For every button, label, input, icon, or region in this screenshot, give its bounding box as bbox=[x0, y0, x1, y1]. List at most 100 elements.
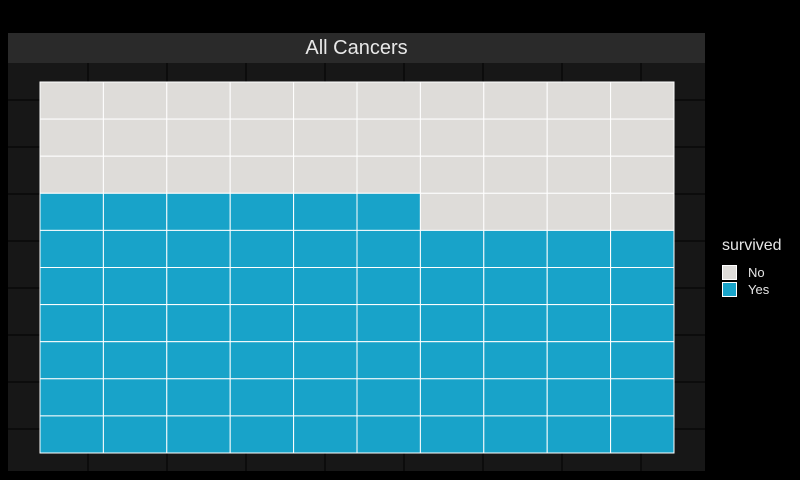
waffle-tile-yes bbox=[483, 304, 548, 343]
waffle-tile-no bbox=[229, 81, 295, 120]
waffle-tile-no bbox=[610, 81, 675, 120]
legend-swatch-no bbox=[722, 265, 737, 280]
waffle-tile-no bbox=[356, 118, 421, 157]
waffle-tile-no bbox=[419, 155, 485, 194]
waffle-tile-yes bbox=[356, 378, 421, 417]
waffle-tile-yes bbox=[293, 229, 358, 268]
waffle-tile-no bbox=[229, 155, 295, 194]
waffle-tile-no bbox=[356, 81, 421, 120]
waffle-tile-no bbox=[293, 81, 358, 120]
waffle-tile-yes bbox=[483, 415, 548, 454]
waffle-tile-yes bbox=[39, 378, 104, 417]
waffle-tile-no bbox=[293, 118, 358, 157]
waffle-tile-yes bbox=[293, 267, 358, 306]
waffle-tile-yes bbox=[419, 378, 485, 417]
waffle-tile-yes bbox=[546, 415, 612, 454]
waffle-tile-yes bbox=[166, 378, 231, 417]
waffle-tile-yes bbox=[39, 267, 104, 306]
chart-title: All Cancers bbox=[305, 37, 408, 59]
waffle-tile-yes bbox=[229, 267, 295, 306]
waffle-tile-no bbox=[102, 81, 168, 120]
waffle-tile-no bbox=[39, 118, 104, 157]
waffle-tile-no bbox=[419, 118, 485, 157]
waffle-tile-yes bbox=[419, 304, 485, 343]
waffle-tile-no bbox=[610, 192, 675, 231]
waffle-tile-yes bbox=[293, 341, 358, 380]
waffle-tile-yes bbox=[166, 304, 231, 343]
waffle-tile-yes bbox=[546, 304, 612, 343]
waffle-tile-yes bbox=[356, 304, 421, 343]
waffle-tile-no bbox=[166, 155, 231, 194]
waffle-tile-no bbox=[166, 81, 231, 120]
waffle-tile-yes bbox=[39, 341, 104, 380]
waffle-tile-no bbox=[610, 118, 675, 157]
waffle-tile-yes bbox=[356, 229, 421, 268]
waffle-tile-yes bbox=[229, 341, 295, 380]
waffle-tile-yes bbox=[610, 304, 675, 343]
waffle-tile-yes bbox=[610, 229, 675, 268]
waffle-tile-yes bbox=[39, 304, 104, 343]
waffle-tile-yes bbox=[39, 415, 104, 454]
tiles-group bbox=[39, 81, 675, 454]
waffle-tile-yes bbox=[546, 229, 612, 268]
waffle-tile-yes bbox=[229, 378, 295, 417]
waffle-tile-no bbox=[356, 155, 421, 194]
waffle-tile-yes bbox=[293, 304, 358, 343]
waffle-tile-no bbox=[546, 118, 612, 157]
waffle-tile-yes bbox=[546, 267, 612, 306]
waffle-tile-yes bbox=[356, 267, 421, 306]
waffle-tile-yes bbox=[293, 378, 358, 417]
waffle-tile-no bbox=[166, 118, 231, 157]
strip-background bbox=[8, 33, 705, 63]
waffle-tile-no bbox=[483, 81, 548, 120]
waffle-tile-yes bbox=[483, 378, 548, 417]
waffle-tile-yes bbox=[102, 341, 168, 380]
waffle-tile-yes bbox=[102, 304, 168, 343]
waffle-tile-no bbox=[293, 155, 358, 194]
waffle-tile-yes bbox=[102, 229, 168, 268]
waffle-tile-yes bbox=[39, 229, 104, 268]
waffle-tile-yes bbox=[419, 267, 485, 306]
waffle-tile-no bbox=[102, 118, 168, 157]
waffle-tile-yes bbox=[483, 341, 548, 380]
waffle-tile-yes bbox=[546, 341, 612, 380]
waffle-tile-yes bbox=[102, 192, 168, 231]
waffle-tile-yes bbox=[102, 378, 168, 417]
waffle-tile-yes bbox=[229, 415, 295, 454]
legend-item-no: No bbox=[722, 264, 782, 281]
waffle-tile-yes bbox=[610, 378, 675, 417]
waffle-tile-yes bbox=[419, 229, 485, 268]
legend-swatch-yes bbox=[722, 282, 737, 297]
waffle-tile-yes bbox=[546, 378, 612, 417]
waffle-tile-no bbox=[483, 155, 548, 194]
waffle-tile-yes bbox=[229, 304, 295, 343]
waffle-tile-yes bbox=[610, 341, 675, 380]
waffle-tile-yes bbox=[419, 341, 485, 380]
waffle-tile-no bbox=[483, 192, 548, 231]
legend-item-yes: Yes bbox=[722, 281, 782, 298]
waffle-tile-yes bbox=[610, 415, 675, 454]
waffle-tile-yes bbox=[356, 341, 421, 380]
waffle-tile-yes bbox=[229, 192, 295, 231]
legend-title: survived bbox=[722, 237, 782, 254]
waffle-tile-yes bbox=[293, 415, 358, 454]
waffle-tile-yes bbox=[102, 267, 168, 306]
waffle-tile-yes bbox=[610, 267, 675, 306]
waffle-tile-yes bbox=[229, 229, 295, 268]
waffle-tile-yes bbox=[293, 192, 358, 231]
waffle-tile-yes bbox=[166, 192, 231, 231]
waffle-tile-no bbox=[546, 81, 612, 120]
waffle-tile-yes bbox=[166, 415, 231, 454]
waffle-tile-no bbox=[419, 81, 485, 120]
waffle-tile-no bbox=[419, 192, 485, 231]
waffle-tile-no bbox=[546, 192, 612, 231]
waffle-tile-no bbox=[102, 155, 168, 194]
waffle-tile-no bbox=[39, 81, 104, 120]
waffle-tile-yes bbox=[356, 192, 421, 231]
waffle-tile-yes bbox=[166, 341, 231, 380]
waffle-tile-yes bbox=[483, 267, 548, 306]
waffle-tile-no bbox=[39, 155, 104, 194]
waffle-tile-yes bbox=[39, 192, 104, 231]
